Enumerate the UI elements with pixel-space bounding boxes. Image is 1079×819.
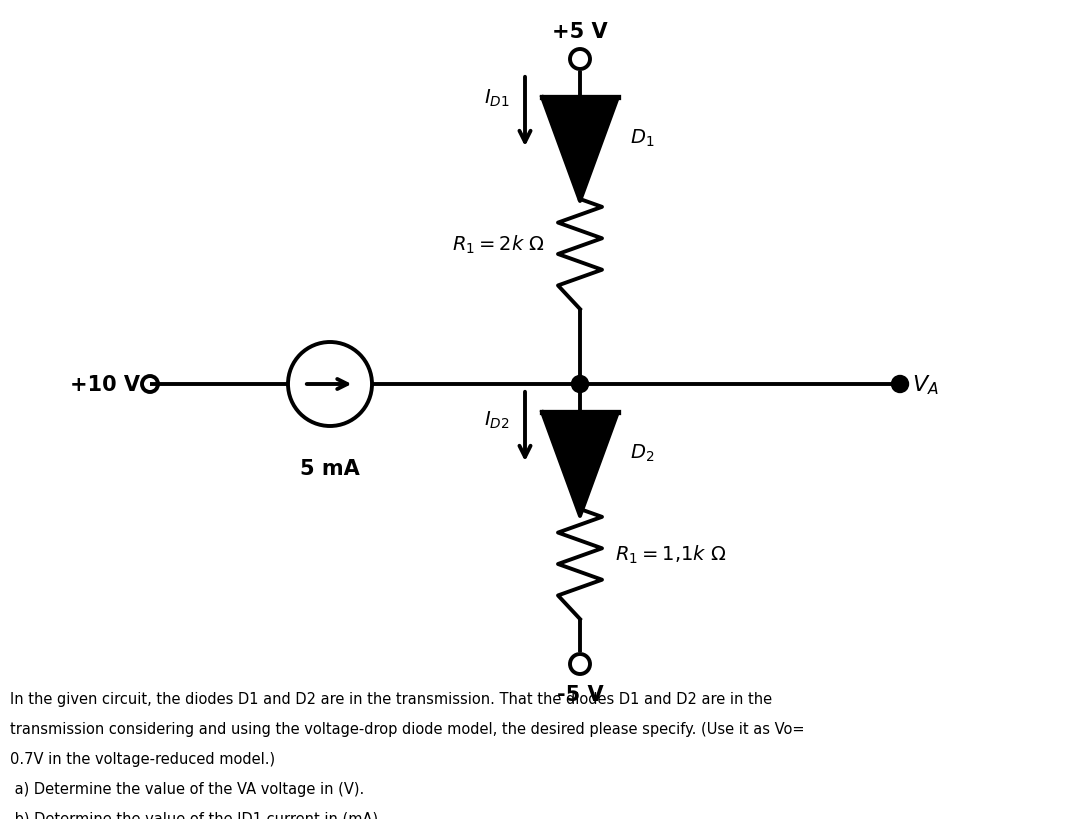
Text: -5 V: -5 V bbox=[557, 684, 603, 704]
Polygon shape bbox=[542, 98, 618, 201]
Text: +10 V: +10 V bbox=[70, 374, 140, 395]
Text: $D_1$: $D_1$ bbox=[630, 127, 654, 148]
Text: $R_1=1{,}1k\ \Omega$: $R_1=1{,}1k\ \Omega$ bbox=[615, 543, 726, 565]
Text: transmission considering and using the voltage-drop diode model, the desired ple: transmission considering and using the v… bbox=[10, 721, 805, 736]
Text: $R_1=2k\ \Omega$: $R_1=2k\ \Omega$ bbox=[452, 233, 545, 256]
Polygon shape bbox=[542, 413, 618, 516]
Text: 5 mA: 5 mA bbox=[300, 459, 360, 478]
Text: $I_{D1}$: $I_{D1}$ bbox=[484, 88, 510, 108]
Text: $I_{D2}$: $I_{D2}$ bbox=[484, 409, 510, 430]
Circle shape bbox=[891, 376, 909, 393]
Text: In the given circuit, the diodes D1 and D2 are in the transmission. That the dio: In the given circuit, the diodes D1 and … bbox=[10, 691, 773, 706]
Text: $V_A$: $V_A$ bbox=[912, 373, 939, 396]
Text: a) Determine the value of the VA voltage in (V).: a) Determine the value of the VA voltage… bbox=[10, 781, 365, 796]
Text: b) Determine the value of the ID1 current in (mA).: b) Determine the value of the ID1 curren… bbox=[10, 811, 383, 819]
Text: $D_2$: $D_2$ bbox=[630, 441, 654, 463]
Text: +5 V: +5 V bbox=[552, 22, 607, 42]
Text: 0.7V in the voltage-reduced model.): 0.7V in the voltage-reduced model.) bbox=[10, 751, 275, 766]
Circle shape bbox=[572, 376, 588, 393]
